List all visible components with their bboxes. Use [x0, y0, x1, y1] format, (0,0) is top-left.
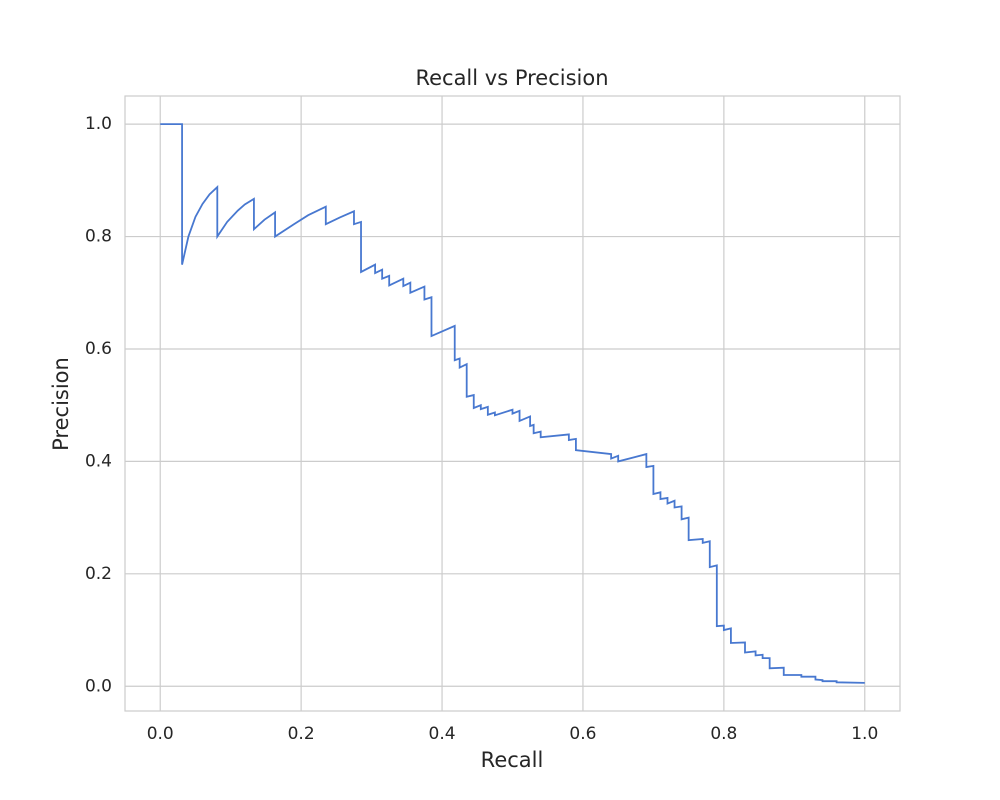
y-axis-label: Precision — [49, 357, 73, 451]
y-tick-label: 0.6 — [85, 339, 112, 359]
plot-frame — [124, 95, 901, 712]
x-tick-label: 0.8 — [710, 724, 737, 744]
y-tick-label: 1.0 — [85, 114, 112, 134]
x-tick-label: 0.0 — [147, 724, 174, 744]
y-tick-label: 0.2 — [85, 564, 112, 584]
y-tick-label: 0.8 — [85, 227, 112, 247]
x-tick-label: 0.6 — [569, 724, 596, 744]
x-tick-label: 1.0 — [851, 724, 878, 744]
y-tick-label: 0.0 — [85, 676, 112, 696]
x-axis-label: Recall — [481, 748, 544, 772]
chart-title: Recall vs Precision — [415, 66, 608, 90]
x-tick-label: 0.2 — [288, 724, 315, 744]
x-tick-label: 0.4 — [429, 724, 456, 744]
y-tick-label: 0.4 — [85, 451, 112, 471]
pr-curve — [160, 123, 865, 684]
